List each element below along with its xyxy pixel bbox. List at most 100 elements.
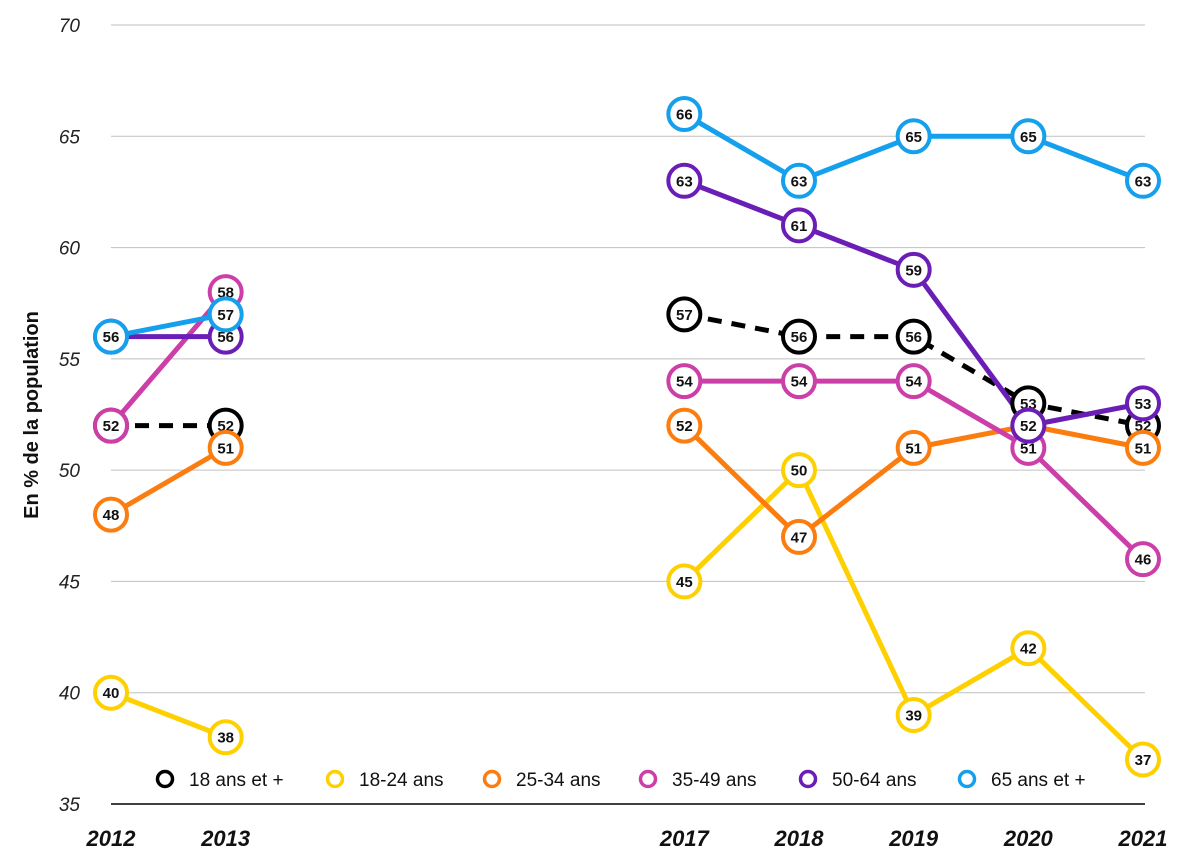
data-label: 63 (791, 173, 808, 190)
legend-label: 35-49 ans (672, 770, 757, 791)
data-label: 54 (676, 374, 693, 391)
series-points: 5252575656535240384550394237485152475152… (93, 96, 1161, 778)
data-label: 56 (791, 329, 808, 346)
data-label: 65 (905, 129, 922, 146)
data-point (93, 496, 129, 533)
x-tick-label: 2021 (1118, 826, 1168, 851)
data-point (666, 363, 703, 400)
data-label: 56 (217, 329, 234, 346)
data-point (1125, 429, 1161, 466)
data-label: 51 (1020, 440, 1037, 457)
data-label: 53 (1135, 396, 1152, 413)
data-label: 38 (217, 730, 234, 747)
data-point (895, 429, 932, 466)
data-label: 63 (1135, 173, 1152, 190)
y-tick-label: 60 (59, 239, 81, 260)
data-point (207, 719, 244, 756)
y-tick-label: 55 (59, 350, 81, 371)
legend-item: 18 ans et + (155, 769, 284, 791)
x-tick-label: 2018 (774, 826, 825, 851)
legend-item: 35-49 ans (638, 769, 757, 791)
data-point (781, 363, 817, 400)
y-tick-label: 50 (59, 461, 81, 482)
y-tick-label: 65 (59, 127, 81, 148)
data-label: 39 (905, 707, 922, 724)
data-label: 40 (103, 685, 120, 702)
data-point (1125, 741, 1161, 778)
data-point (781, 452, 817, 489)
data-point (93, 674, 129, 711)
y-tick-label: 40 (59, 684, 81, 705)
data-label: 51 (905, 440, 922, 457)
y-tick-label: 70 (59, 16, 81, 37)
data-label: 54 (791, 374, 808, 391)
data-point (1125, 162, 1161, 199)
data-point (781, 162, 817, 199)
legend-marker (638, 769, 658, 789)
legend-item: 25-34 ans (482, 769, 601, 791)
legend-label: 65 ans et + (991, 770, 1086, 791)
data-label: 48 (103, 507, 120, 524)
data-label: 45 (676, 574, 693, 591)
data-point (666, 162, 703, 199)
x-tick-label: 2012 (86, 826, 137, 851)
data-label: 52 (103, 418, 120, 435)
x-tick-label: 2020 (1003, 826, 1054, 851)
data-label: 63 (676, 173, 693, 190)
legend-marker (957, 769, 977, 789)
data-point (1125, 541, 1161, 578)
legend-label: 18-24 ans (359, 770, 444, 791)
data-point (1125, 385, 1161, 422)
legend-item: 18-24 ans (325, 769, 444, 791)
data-label: 52 (676, 418, 693, 435)
data-point (207, 429, 244, 466)
series-line (683, 311, 1144, 429)
data-point (781, 518, 817, 555)
data-label: 59 (905, 262, 922, 279)
series-line (108, 289, 229, 429)
data-point (666, 296, 703, 333)
legend-item: 65 ans et + (957, 769, 1086, 791)
data-label: 37 (1135, 752, 1152, 769)
y-tick-label: 35 (59, 795, 81, 816)
data-point (781, 318, 817, 355)
data-label: 57 (676, 307, 693, 324)
series-line (108, 690, 229, 740)
data-label: 51 (1135, 440, 1152, 457)
data-label: 56 (905, 329, 922, 346)
data-label: 61 (791, 218, 808, 235)
x-axis-ticks: 2012 2013 2017 2018 2019 2020 2021 (86, 826, 1168, 851)
data-label: 52 (1020, 418, 1037, 435)
x-tick-label: 2013 (200, 826, 250, 851)
data-label: 57 (217, 307, 234, 324)
data-label: 65 (1020, 129, 1037, 146)
y-tick-label: 45 (59, 572, 81, 593)
series-line (108, 445, 229, 518)
data-label: 51 (217, 440, 234, 457)
data-point (93, 318, 129, 355)
data-label: 54 (905, 374, 922, 391)
data-point (666, 96, 703, 133)
data-point (895, 363, 932, 400)
data-point (895, 118, 932, 155)
data-point (1010, 118, 1047, 155)
x-tick-label: 2017 (659, 826, 711, 851)
series-lines (108, 111, 1146, 762)
data-point (1010, 630, 1047, 667)
data-point (207, 296, 244, 333)
data-point (93, 407, 129, 444)
legend-marker (325, 769, 345, 789)
gridlines (111, 24, 1145, 805)
data-label: 50 (791, 463, 808, 480)
data-point (895, 251, 932, 288)
y-axis-ticks: 35 40 45 50 55 60 65 70 (59, 16, 81, 816)
legend-label: 50-64 ans (832, 770, 917, 791)
data-point (666, 563, 703, 600)
data-label: 56 (103, 329, 120, 346)
data-point (666, 407, 703, 444)
data-point (781, 207, 817, 244)
data-label: 46 (1135, 552, 1152, 569)
data-label: 66 (676, 107, 693, 124)
legend-label: 18 ans et + (189, 770, 284, 791)
legend-marker (482, 769, 502, 789)
